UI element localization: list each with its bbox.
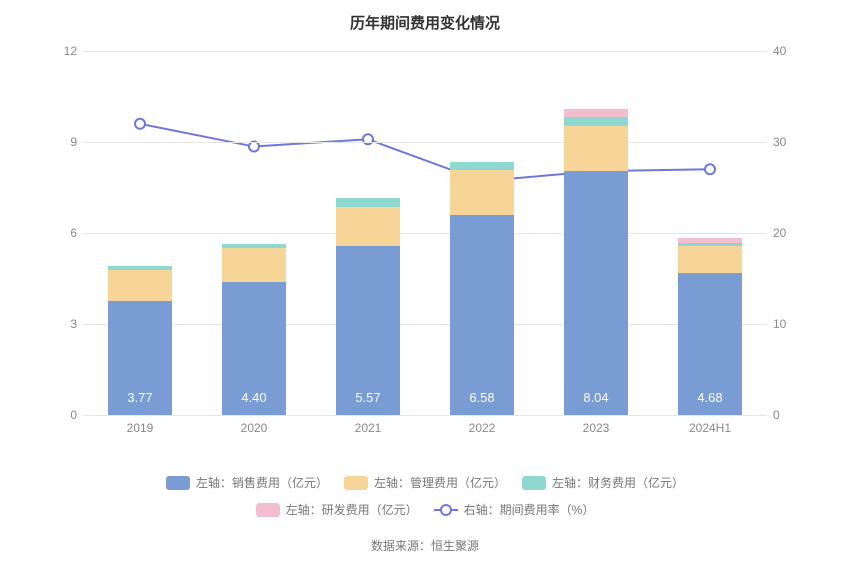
legend-swatch-icon [522, 476, 546, 490]
legend-row: 左轴：销售费用（亿元） 左轴：管理费用（亿元） 左轴：财务费用（亿元） [0, 469, 850, 496]
y-left-tick-label: 3 [51, 317, 77, 331]
legend: 左轴：销售费用（亿元）左轴：管理费用（亿元）左轴：财务费用（亿元）左轴：研发费用… [0, 469, 850, 523]
grid-line [83, 142, 767, 143]
bar-segment-finance [222, 244, 286, 249]
x-tick-label: 2020 [241, 421, 268, 435]
chart-area: 0369120102030403.7720194.4020205.5720216… [35, 51, 815, 441]
bar-segment-admin [678, 246, 742, 273]
legend-label: 右轴：期间费用率（%） [464, 497, 595, 523]
legend-item-line[interactable]: 右轴：期间费用率（%） [434, 497, 595, 523]
legend-label: 左轴：研发费用（亿元） [286, 497, 418, 523]
legend-swatch-icon [344, 476, 368, 490]
bar-segment-admin [336, 207, 400, 246]
bar-segment-admin [108, 270, 172, 300]
bar-segment-finance [564, 117, 628, 126]
bar-segment-admin [564, 126, 628, 172]
y-left-tick-label: 6 [51, 226, 77, 240]
bar-group: 5.57 [336, 198, 400, 415]
legend-item-sales[interactable]: 左轴：销售费用（亿元） [166, 470, 328, 496]
bar-segment-rnd [564, 109, 628, 117]
bar-segment-admin [222, 248, 286, 281]
bar-value-label: 3.77 [108, 390, 172, 405]
legend-label: 左轴：销售费用（亿元） [196, 470, 328, 496]
legend-row: 左轴：研发费用（亿元） 右轴：期间费用率（%） [0, 496, 850, 523]
x-tick-label: 2022 [469, 421, 496, 435]
y-right-tick-label: 10 [773, 317, 799, 331]
chart-title: 历年期间费用变化情况 [0, 0, 850, 33]
expense-rate-marker [135, 119, 145, 129]
y-left-tick-label: 0 [51, 408, 77, 422]
bar-group: 8.04 [564, 109, 628, 415]
expense-rate-marker [249, 142, 259, 152]
bar-segment-finance [678, 243, 742, 246]
bar-group: 4.68 [678, 238, 742, 415]
y-right-tick-label: 20 [773, 226, 799, 240]
x-tick-label: 2019 [127, 421, 154, 435]
bar-group: 6.58 [450, 162, 514, 415]
bar-segment-sales [564, 171, 628, 415]
bar-value-label: 6.58 [450, 390, 514, 405]
bar-value-label: 8.04 [564, 390, 628, 405]
expense-rate-marker [705, 164, 715, 174]
y-left-tick-label: 12 [51, 44, 77, 58]
bar-segment-rnd [678, 238, 742, 243]
grid-line [83, 324, 767, 325]
y-right-tick-label: 0 [773, 408, 799, 422]
legend-swatch-icon [256, 503, 280, 517]
legend-label: 左轴：管理费用（亿元） [374, 470, 506, 496]
bar-value-label: 4.40 [222, 390, 286, 405]
bar-segment-finance [336, 198, 400, 207]
y-right-tick-label: 40 [773, 44, 799, 58]
bar-segment-finance [450, 162, 514, 170]
x-tick-label: 2021 [355, 421, 382, 435]
bar-segment-admin [450, 170, 514, 216]
grid-line [83, 51, 767, 52]
bar-group: 4.40 [222, 244, 286, 415]
legend-swatch-line-icon [434, 503, 458, 517]
plot-region: 0369120102030403.7720194.4020205.5720216… [83, 51, 767, 415]
bar-group: 3.77 [108, 266, 172, 415]
grid-line [83, 415, 767, 416]
y-left-tick-label: 9 [51, 135, 77, 149]
x-tick-label: 2023 [583, 421, 610, 435]
data-source-footnote: 数据来源：恒生聚源 [0, 537, 850, 554]
legend-swatch-icon [166, 476, 190, 490]
legend-item-finance[interactable]: 左轴：财务费用（亿元） [522, 470, 684, 496]
bar-value-label: 4.68 [678, 390, 742, 405]
legend-item-rnd[interactable]: 左轴：研发费用（亿元） [256, 497, 418, 523]
grid-line [83, 233, 767, 234]
bar-value-label: 5.57 [336, 390, 400, 405]
legend-label: 左轴：财务费用（亿元） [552, 470, 684, 496]
legend-item-admin[interactable]: 左轴：管理费用（亿元） [344, 470, 506, 496]
x-tick-label: 2024H1 [689, 421, 731, 435]
bar-segment-finance [108, 266, 172, 271]
y-right-tick-label: 30 [773, 135, 799, 149]
bar-segment-sales [450, 215, 514, 415]
